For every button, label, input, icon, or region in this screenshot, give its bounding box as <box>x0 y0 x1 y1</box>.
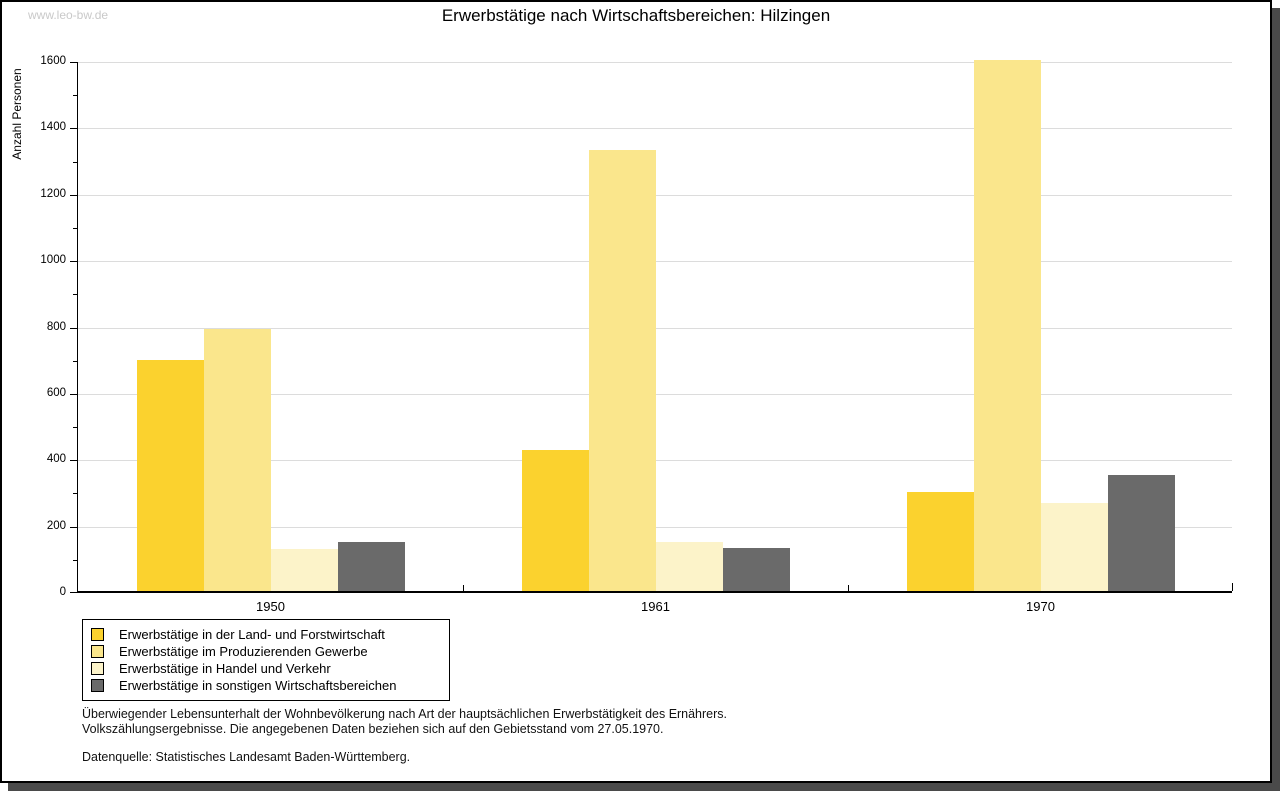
y-tick-800 <box>70 327 78 329</box>
y-tick-1000 <box>70 261 78 263</box>
legend-swatch-2 <box>91 645 104 658</box>
x-boundary-tick-1 <box>463 585 464 591</box>
legend-item-3: Erwerbstätige in Handel und Verkehr <box>91 660 441 677</box>
footnotes: Überwiegender Lebensunterhalt der Wohnbe… <box>82 706 727 765</box>
x-boundary-tick-2 <box>848 585 849 591</box>
legend-label-2: Erwerbstätige im Produzierenden Gewerbe <box>119 644 368 659</box>
y-minor-tick-500 <box>73 427 78 429</box>
y-tick-label-1200: 1200 <box>40 187 66 200</box>
y-tick-0 <box>70 592 78 593</box>
x-tick-label-1961: 1961 <box>641 599 670 614</box>
bar-1950-series-3 <box>270 548 338 591</box>
legend-label-1: Erwerbstätige in der Land- und Forstwirt… <box>119 627 385 642</box>
y-tick-label-1600: 1600 <box>40 55 66 67</box>
y-tick-label-1400: 1400 <box>40 121 66 134</box>
plot-area: 0 200 400 600 800 1000 1200 1400 1600 1950 1961 197… <box>40 55 1233 614</box>
y-tick-label-1000: 1000 <box>40 254 66 267</box>
y-minor-tick-300 <box>73 493 78 495</box>
chart-title: Erwerbstätige nach Wirtschaftsbereichen:… <box>441 6 831 25</box>
y-tick-label-600: 600 <box>46 386 66 399</box>
bar-1970-series-3 <box>1040 502 1108 591</box>
y-tick-1600 <box>70 62 78 63</box>
bar-1961-series-1 <box>521 449 589 591</box>
y-minor-tick-700 <box>73 360 78 362</box>
bar-1961-series-2 <box>588 149 656 591</box>
footnote-line-1: Überwiegender Lebensunterhalt der Wohnbe… <box>82 706 727 721</box>
legend-swatch-3 <box>91 662 104 675</box>
bar-1970-series-2 <box>973 60 1041 591</box>
watermark: www.leo-bw.de <box>28 8 109 22</box>
gridline-1400 <box>78 128 1232 130</box>
bar-1961-series-3 <box>655 542 723 591</box>
legend-item-2: Erwerbstätige im Produzierenden Gewerbe <box>91 643 441 660</box>
footnote-line-2: Volkszählungsergebnisse. Die angegebenen… <box>82 720 664 736</box>
y-tick-label-0: 0 <box>59 586 66 598</box>
y-tick-200 <box>70 526 78 528</box>
legend-box: Erwerbstätige in der Land- und Forstwirt… <box>82 619 450 701</box>
legend-item-1: Erwerbstätige in der Land- und Forstwirt… <box>91 626 441 643</box>
legend-label-4: Erwerbstätige in sonstigen Wirtschaftsbe… <box>119 678 397 693</box>
bar-1961-series-4 <box>722 547 790 591</box>
bar-1970-series-4 <box>1107 474 1175 591</box>
legend-item-4: Erwerbstätige in sonstigen Wirtschaftsbe… <box>91 677 441 694</box>
y-tick-label-400: 400 <box>46 453 66 466</box>
y-tick-label-200: 200 <box>46 519 66 532</box>
y-tick-400 <box>70 460 78 462</box>
y-axis-title: Anzahl Personen <box>10 68 24 160</box>
y-minor-tick-1500 <box>73 95 78 97</box>
y-tick-1400 <box>70 128 78 130</box>
y-minor-tick-900 <box>73 294 78 296</box>
y-tick-1200 <box>70 194 78 196</box>
gridline-1600 <box>78 62 1232 63</box>
y-minor-tick-1100 <box>73 227 78 229</box>
bar-1950-series-1 <box>136 360 204 591</box>
x-axis-end-tick <box>1232 583 1233 591</box>
x-tick-label-1970: 1970 <box>1026 599 1055 614</box>
y-minor-tick-100 <box>73 559 78 561</box>
y-tick-600 <box>70 393 78 395</box>
y-minor-tick-1300 <box>73 161 78 163</box>
footnote-source: Datenquelle: Statistisches Landesamt Bad… <box>82 749 411 764</box>
y-tick-label-800: 800 <box>46 320 66 333</box>
legend-label-3: Erwerbstätige in Handel und Verkehr <box>119 661 331 676</box>
bar-1950-series-2 <box>203 328 271 591</box>
bar-1950-series-4 <box>337 541 405 591</box>
panel-shadow-right <box>1272 8 1280 791</box>
panel-shadow-bottom <box>8 783 1280 791</box>
legend-swatch-4 <box>91 679 104 692</box>
bar-1970-series-1 <box>906 492 974 591</box>
x-tick-label-1950: 1950 <box>256 599 285 614</box>
legend-swatch-1 <box>91 628 104 641</box>
